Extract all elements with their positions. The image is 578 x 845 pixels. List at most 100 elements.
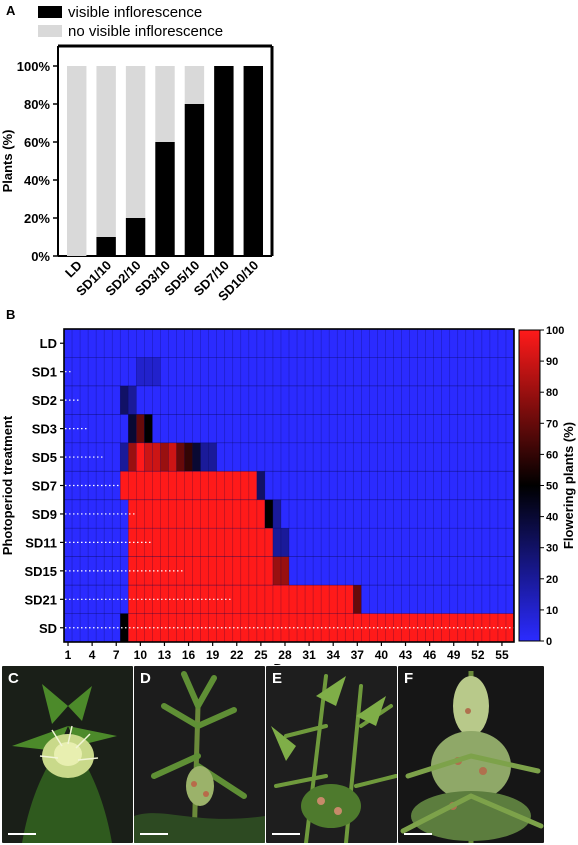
heatmap-cell	[128, 385, 137, 415]
bar-segment	[155, 142, 175, 256]
photo-c-image	[2, 666, 133, 843]
heatmap-cell	[152, 442, 161, 472]
scale-bar	[8, 833, 36, 835]
x-tick-label: 40	[375, 648, 389, 662]
legend-label: no visible inflorescence	[68, 23, 223, 40]
x-tick-label: 46	[423, 648, 437, 662]
x-tick-label: 22	[230, 648, 244, 662]
x-tick-label: 13	[158, 648, 172, 662]
colorbar-tick-label: 10	[546, 605, 558, 617]
heatmap-cell	[136, 442, 145, 472]
panel-a-label: A	[6, 3, 16, 18]
colorbar-tick-label: 30	[546, 543, 558, 555]
y-tick-label: 20%	[24, 211, 50, 226]
photo-f: F	[398, 666, 544, 843]
heatmap-cell	[120, 442, 129, 472]
heatmap-cell	[272, 499, 281, 529]
x-axis-label: Days	[273, 661, 304, 665]
bar-segment	[243, 66, 263, 256]
x-tick-label: LD	[62, 258, 85, 281]
x-tick-label: 16	[182, 648, 196, 662]
x-tick-label: 37	[351, 648, 365, 662]
panel-c-label: C	[8, 670, 19, 687]
heatmap-cell	[120, 471, 257, 500]
panel-b-label: B	[6, 307, 15, 322]
scale-bar	[404, 833, 432, 835]
heatmap-cell	[353, 585, 362, 614]
photo-e-image	[266, 666, 397, 843]
heatmap-cell	[128, 528, 273, 557]
colorbar-tick-label: 60	[546, 449, 558, 461]
figure-canvas: A visible inflorescence no visible inflor…	[0, 3, 576, 665]
row-label: SD2	[32, 393, 57, 408]
y-axis-label: Plants (%)	[0, 130, 15, 193]
heatmap-cell	[128, 414, 137, 443]
x-tick-label: 10	[134, 648, 148, 662]
bar-segment	[125, 218, 146, 256]
heatmap-cell	[192, 442, 201, 472]
photo-d: D	[134, 666, 265, 843]
bar-segment	[96, 66, 116, 237]
row-label: SD21	[24, 592, 57, 607]
heatmap-cell	[176, 442, 185, 472]
panel-a-legend: visible inflorescence no visible inflores…	[38, 4, 223, 40]
bar-segment	[155, 66, 175, 142]
y-tick-label: 60%	[24, 135, 50, 150]
y-tick-label: 40%	[24, 173, 50, 188]
heatmap-cell	[256, 471, 265, 500]
legend-label: visible inflorescence	[68, 4, 202, 21]
heatmap-cell	[120, 385, 129, 415]
x-tick-label: 7	[113, 648, 120, 662]
colorbar	[518, 329, 541, 642]
heatmap-cell	[136, 414, 145, 443]
scale-bar	[272, 833, 300, 835]
heatmap-cell	[128, 442, 137, 472]
x-tick-label: 1	[65, 648, 72, 662]
colorbar-tick-label: 80	[546, 387, 558, 399]
heatmap-cell	[144, 442, 153, 472]
x-tick-label: 52	[471, 648, 485, 662]
heatmap-cell	[120, 613, 129, 642]
x-tick-label: 31	[302, 648, 316, 662]
row-label: SD5	[32, 450, 57, 465]
panel-a-chart: 0%20%40%60%80%100%Plants (%)LDSD1/10SD2/…	[0, 44, 274, 304]
x-tick-label: 4	[89, 648, 96, 662]
y-tick-label: 100%	[17, 59, 51, 74]
colorbar-tick-label: 40	[546, 512, 558, 524]
x-tick-label: 49	[447, 648, 461, 662]
panel-e-label: E	[272, 670, 283, 687]
y-tick-label: 80%	[24, 97, 50, 112]
colorbar-tick-label: 90	[546, 356, 558, 368]
scale-bar	[140, 833, 168, 835]
row-label: SD7	[32, 479, 57, 494]
row-label: SD15	[24, 564, 57, 579]
panel-f-label: F	[404, 670, 414, 687]
panel-d-label: D	[140, 670, 151, 687]
panel-b-heatmap: LD SD1 SD2 SD3 SD5 SD7 SD9 SD11 SD15 SD21 SD Photop…	[0, 325, 576, 665]
colorbar-tick-label: 20	[546, 574, 558, 586]
colorbar-tick-label: 70	[546, 418, 558, 430]
colorbar-label: Flowering plants (%)	[561, 422, 576, 549]
heatmap-cell	[128, 499, 265, 529]
legend-swatch	[38, 25, 62, 37]
bar-segment	[125, 66, 146, 218]
row-label: SD3	[32, 422, 57, 437]
photo-e: E	[266, 666, 397, 843]
y-tick-label: 0%	[31, 249, 50, 264]
bar-segment	[214, 66, 234, 256]
heatmap-cell	[272, 528, 289, 557]
row-label: SD11	[25, 535, 57, 550]
bar-segment	[184, 104, 205, 256]
heatmap-cell	[128, 556, 273, 586]
colorbar-tick-label: 0	[546, 636, 552, 648]
heatmap-cell	[136, 357, 161, 386]
x-tick-label: 19	[206, 648, 220, 662]
heatmap-cell	[144, 414, 153, 443]
legend-swatch	[38, 6, 62, 18]
row-label: SD9	[32, 507, 57, 522]
heatmap-cell	[272, 556, 289, 586]
y-axis-label: Photoperiod treatment	[0, 415, 15, 555]
row-label: LD	[40, 336, 57, 351]
x-tick-label: 43	[399, 648, 413, 662]
x-tick-label: 34	[327, 648, 341, 662]
